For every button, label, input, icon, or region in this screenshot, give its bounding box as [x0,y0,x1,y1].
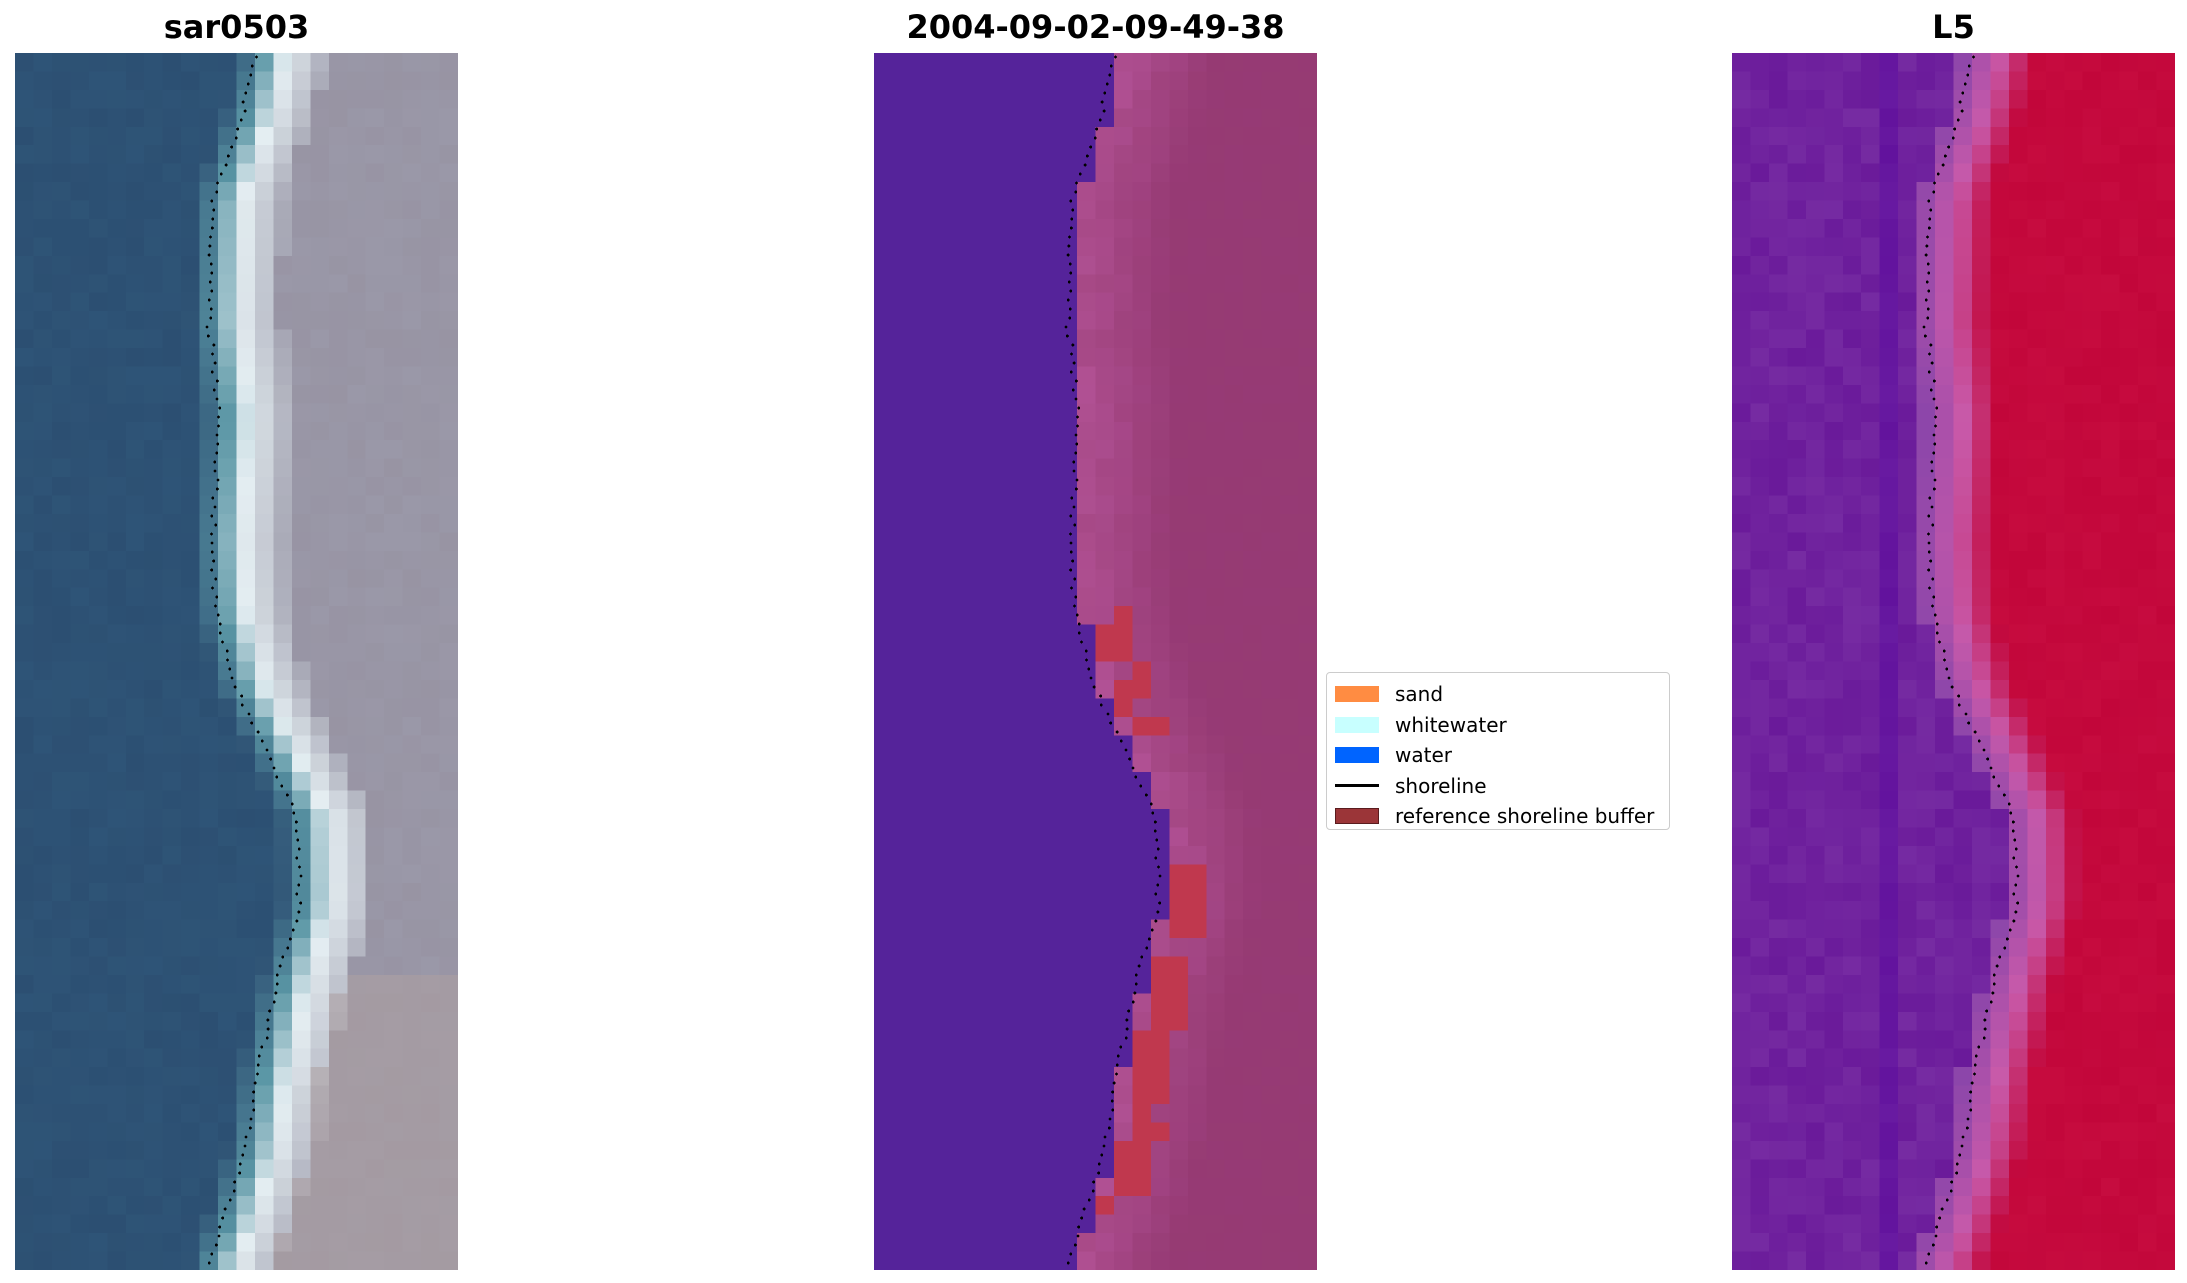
legend-item-sand: sand [1335,679,1669,710]
legend-label: sand [1395,682,1444,707]
whitewater-swatch [1335,716,1379,733]
legend-label: whitewater [1395,712,1507,737]
legend-label: reference shoreline buffer [1395,804,1655,829]
legend-item-water: water [1335,740,1669,771]
classified-image-panel [874,53,1317,1270]
panel-title-classified: 2004-09-02-09-49-38 [906,8,1285,46]
shoreline-points [1064,55,1162,1265]
legend: sand whitewater water shoreline referenc… [1326,672,1670,830]
legend-label: water [1395,743,1452,768]
legend-label: shoreline [1395,773,1487,798]
water-swatch [1335,747,1379,764]
panel-title-rgb: sar0503 [163,8,310,46]
shoreline-points [1922,55,2020,1265]
panel-title-index: L5 [1932,8,1975,46]
shoreline-points [205,55,303,1265]
legend-item-shoreline: shoreline [1335,771,1669,802]
sand-swatch [1335,686,1379,703]
index-image-panel [1732,53,2175,1270]
reference-buffer-swatch [1335,808,1379,825]
legend-item-whitewater: whitewater [1335,710,1669,741]
shoreline-line-swatch [1335,784,1379,788]
rgb-image-panel [15,53,458,1270]
legend-item-reference-buffer: reference shoreline buffer [1335,801,1669,832]
